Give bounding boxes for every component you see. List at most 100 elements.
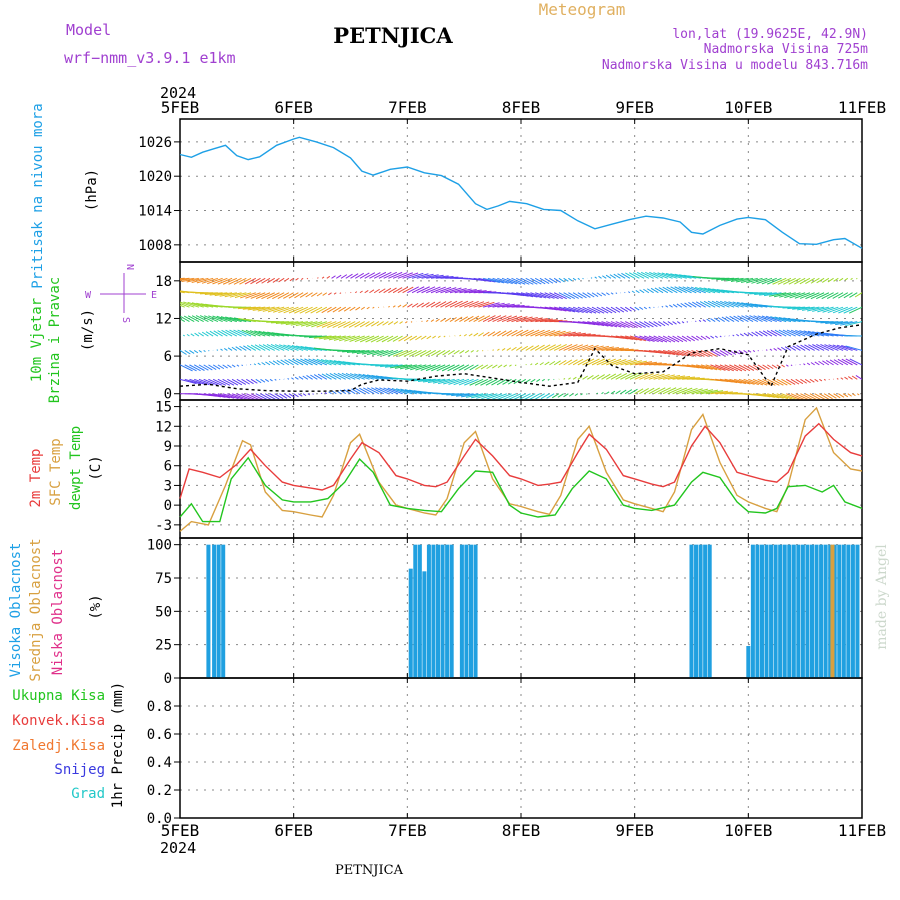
wind-barb	[674, 286, 687, 294]
wind-barb	[821, 292, 834, 300]
wind-barb	[782, 329, 796, 337]
wind-barb	[848, 376, 853, 380]
wind-barb	[325, 359, 342, 366]
wind-barb	[762, 364, 770, 370]
wind-barb	[369, 289, 375, 294]
wind-barb	[306, 277, 309, 280]
wind-barb	[539, 277, 550, 285]
wind-barb	[620, 372, 633, 380]
wind-barb	[414, 350, 427, 357]
wind-barb	[497, 315, 512, 323]
wind-barb	[304, 335, 323, 338]
wind-barb	[762, 330, 773, 337]
wind-barb	[355, 387, 365, 395]
wind-barb	[830, 321, 848, 325]
wind-barb	[691, 388, 708, 395]
wind-barb	[398, 335, 408, 342]
wind-barb	[283, 393, 292, 399]
cloud-bar	[791, 544, 796, 678]
wind-barb	[783, 317, 801, 323]
wind-barb	[549, 344, 562, 351]
wind-barb	[767, 378, 780, 386]
wind-barb	[225, 329, 238, 337]
wind-barb	[577, 333, 596, 337]
wind-barb	[795, 378, 804, 385]
wind-barb	[432, 378, 451, 384]
wind-barb	[492, 349, 494, 351]
wind-barb	[686, 388, 703, 395]
wind-barb	[823, 378, 826, 381]
precip-panel: 0.0 0.2 0.4 0.6 0.8	[147, 677, 863, 827]
wind-barb	[695, 286, 711, 294]
wind-barb	[231, 378, 243, 386]
wind-barb	[703, 287, 721, 294]
wind-barb	[407, 303, 413, 308]
wind-barb	[534, 277, 546, 285]
wind-barb	[451, 393, 469, 397]
wind-barb	[255, 277, 266, 285]
wind-barb	[222, 364, 228, 369]
y-tick-label: 9	[164, 439, 172, 455]
wind-barb	[328, 335, 346, 341]
wind-barb	[333, 360, 351, 366]
wind-barb	[360, 306, 365, 310]
cloud-bar	[703, 544, 708, 678]
cloud-bar	[837, 544, 842, 678]
pressure-line	[179, 136, 863, 249]
wind-barb	[313, 374, 323, 380]
wind-barb	[524, 378, 531, 384]
wind-barb	[502, 393, 517, 400]
wind-barb	[201, 277, 219, 284]
wind-barb	[643, 321, 654, 328]
cloud-bar	[759, 544, 764, 678]
wind-barb	[777, 277, 792, 285]
wind-barb	[530, 363, 533, 366]
wind-barb	[376, 321, 384, 327]
wind-barb	[740, 277, 758, 283]
wind-barb	[492, 277, 509, 284]
wind-barb	[544, 306, 563, 311]
wind-barb	[342, 349, 361, 353]
wind-barb	[184, 364, 197, 372]
wind-barb	[568, 277, 573, 282]
wind-barb	[816, 292, 830, 300]
wind-barb	[662, 349, 680, 356]
wind-barb	[221, 329, 233, 337]
wind-barb	[339, 292, 342, 294]
wind-barb	[442, 350, 451, 356]
wind-barb	[748, 350, 752, 353]
wind-barb	[478, 332, 484, 337]
wind-barb	[387, 335, 399, 343]
wind-barb	[842, 393, 849, 398]
wind-barb	[840, 321, 858, 326]
wind-barb	[654, 287, 664, 294]
y-tick-label: 0.2	[147, 783, 172, 799]
wind-barb	[724, 364, 739, 372]
wind-barb	[719, 350, 729, 356]
wind-barb	[501, 348, 506, 351]
wind-barb	[800, 378, 808, 384]
legend-convective-rain: Konvek.Kisa	[12, 713, 105, 729]
wind-barb	[183, 315, 195, 323]
wind-barb	[255, 292, 271, 300]
wind-barb	[203, 364, 213, 371]
wind-barb	[563, 306, 580, 313]
wind-barb	[568, 393, 574, 397]
compass-w: W	[85, 290, 92, 301]
wind-barb	[520, 292, 538, 298]
wind-barb	[563, 359, 573, 366]
wind-barb	[601, 373, 611, 380]
wind-barb	[812, 306, 829, 312]
wind-barb	[639, 361, 658, 366]
wind-barb	[376, 335, 389, 343]
wind-barb	[180, 304, 185, 308]
wind-barb	[296, 358, 309, 366]
wind-barb	[261, 277, 271, 284]
wind-barb	[506, 315, 523, 323]
wind-barb	[350, 273, 359, 279]
wind-barb	[594, 276, 598, 279]
wind-unit: (m/s)	[80, 309, 96, 351]
wind-barb	[759, 292, 777, 296]
wind-barb	[245, 292, 261, 299]
wind-barb	[506, 304, 525, 308]
